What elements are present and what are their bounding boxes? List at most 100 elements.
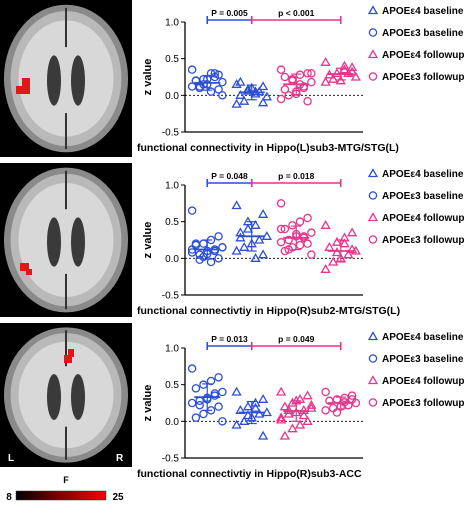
- data-point: [242, 223, 254, 233]
- x-axis-label: functional connectivtiy in Hippo(R)sub2-…: [137, 305, 400, 317]
- y-tick-label: 1.0: [165, 18, 179, 29]
- data-point: [325, 396, 334, 406]
- ventricle-left: [47, 217, 61, 267]
- legend-label: APOEε3 followup: [382, 398, 465, 409]
- data-point: [257, 249, 269, 259]
- colorbar-label: F: [63, 475, 69, 485]
- data-point: [187, 206, 197, 215]
- data-point: [257, 394, 269, 403]
- data-point: [321, 406, 330, 415]
- data-point: [254, 408, 265, 418]
- ventricle-right: [71, 217, 85, 267]
- brain-svg: [3, 4, 129, 153]
- data-point: [206, 87, 216, 96]
- activation-cluster: [64, 355, 72, 363]
- data-point: [339, 60, 350, 70]
- colorbar-max: 25: [112, 492, 124, 503]
- activation-cluster: [68, 349, 74, 357]
- y-tick-label: -0.5: [162, 454, 180, 465]
- data-point: [307, 228, 316, 237]
- data-point: [218, 243, 227, 252]
- x-axis-label: functional connectivtiy in Hippo(R)sub3-…: [137, 468, 362, 480]
- activation-cluster: [26, 269, 32, 275]
- legend-marker: [367, 5, 379, 15]
- data-point: [287, 397, 298, 407]
- legend-marker: [368, 398, 378, 407]
- legend-marker: [367, 331, 379, 341]
- data-point: [250, 402, 261, 412]
- data-point: [295, 240, 305, 250]
- white-matter: [18, 20, 114, 137]
- data-point: [295, 217, 305, 226]
- y-axis-label: z value: [142, 59, 154, 96]
- data-point: [275, 414, 287, 424]
- data-point: [191, 384, 201, 393]
- data-point: [210, 246, 220, 256]
- data-point: [347, 391, 357, 400]
- legend-marker: [367, 49, 379, 59]
- data-point: [195, 400, 204, 410]
- data-point: [206, 376, 216, 386]
- ventricle-left: [47, 373, 61, 421]
- y-axis-label: z value: [142, 222, 154, 259]
- data-point: [250, 88, 261, 98]
- data-point: [210, 72, 220, 82]
- data-point: [306, 399, 317, 409]
- legend-marker: [368, 28, 378, 37]
- data-point: [328, 73, 339, 83]
- y-tick-label: 0.5: [165, 217, 179, 228]
- data-point: [231, 419, 242, 429]
- data-point: [199, 409, 208, 419]
- x-axis-label: functional connectivity in Hippo(L)sub3-…: [137, 142, 399, 154]
- data-point: [199, 239, 208, 248]
- data-point: [235, 232, 246, 242]
- ventricle-left: [47, 55, 61, 106]
- legend-label: APOEε4 baseline: [382, 332, 464, 343]
- data-point: [239, 242, 250, 251]
- data-point: [254, 86, 265, 96]
- data-point: [295, 70, 305, 80]
- y-tick-label: -0.5: [162, 291, 180, 302]
- y-tick-label: 0.0: [165, 254, 179, 265]
- data-point: [254, 234, 265, 244]
- data-point: [302, 416, 313, 425]
- data-point: [303, 213, 312, 223]
- data-point: [239, 416, 250, 425]
- data-point: [287, 423, 298, 433]
- data-point: [214, 402, 223, 411]
- data-point: [307, 77, 316, 87]
- legend-label: APOEε3 baseline: [382, 191, 464, 202]
- data-point: [206, 257, 216, 267]
- brain-slice-2: [0, 163, 132, 317]
- data-point: [218, 417, 227, 426]
- data-point: [214, 373, 223, 382]
- data-point: [231, 98, 242, 108]
- white-matter: [18, 183, 114, 297]
- y-tick-label: 0.5: [165, 380, 179, 391]
- p-value-label: P = 0.005: [211, 8, 248, 18]
- data-point: [307, 69, 316, 78]
- data-point: [280, 224, 290, 234]
- legend-marker: [368, 191, 378, 200]
- y-tick-label: -0.5: [162, 128, 180, 139]
- legend-marker: [367, 168, 379, 178]
- data-point: [343, 249, 354, 259]
- data-point: [283, 405, 294, 414]
- ventricle-right: [71, 55, 85, 106]
- data-point: [257, 430, 269, 440]
- chart-panel-1: -0.5 0.0 0.5 1.0 z value functional connectiv…: [135, 0, 474, 160]
- data-point: [298, 405, 309, 414]
- data-point: [187, 65, 197, 74]
- scatter-chart: -0.5 0.0 0.5 1.0 z value functional connectiv…: [137, 5, 465, 154]
- legend-marker: [367, 212, 379, 222]
- side-label-left: L: [8, 453, 14, 464]
- data-point: [250, 253, 261, 262]
- y-tick-label: 1.0: [165, 181, 179, 192]
- p-value-label: P = 0.048: [211, 171, 248, 181]
- activation-cluster: [20, 263, 29, 271]
- data-point: [276, 199, 286, 208]
- scatter-chart: -0.5 0.0 0.5 1.0 z value functional connectiv…: [137, 168, 465, 317]
- data-point: [350, 245, 362, 255]
- data-point: [199, 380, 208, 389]
